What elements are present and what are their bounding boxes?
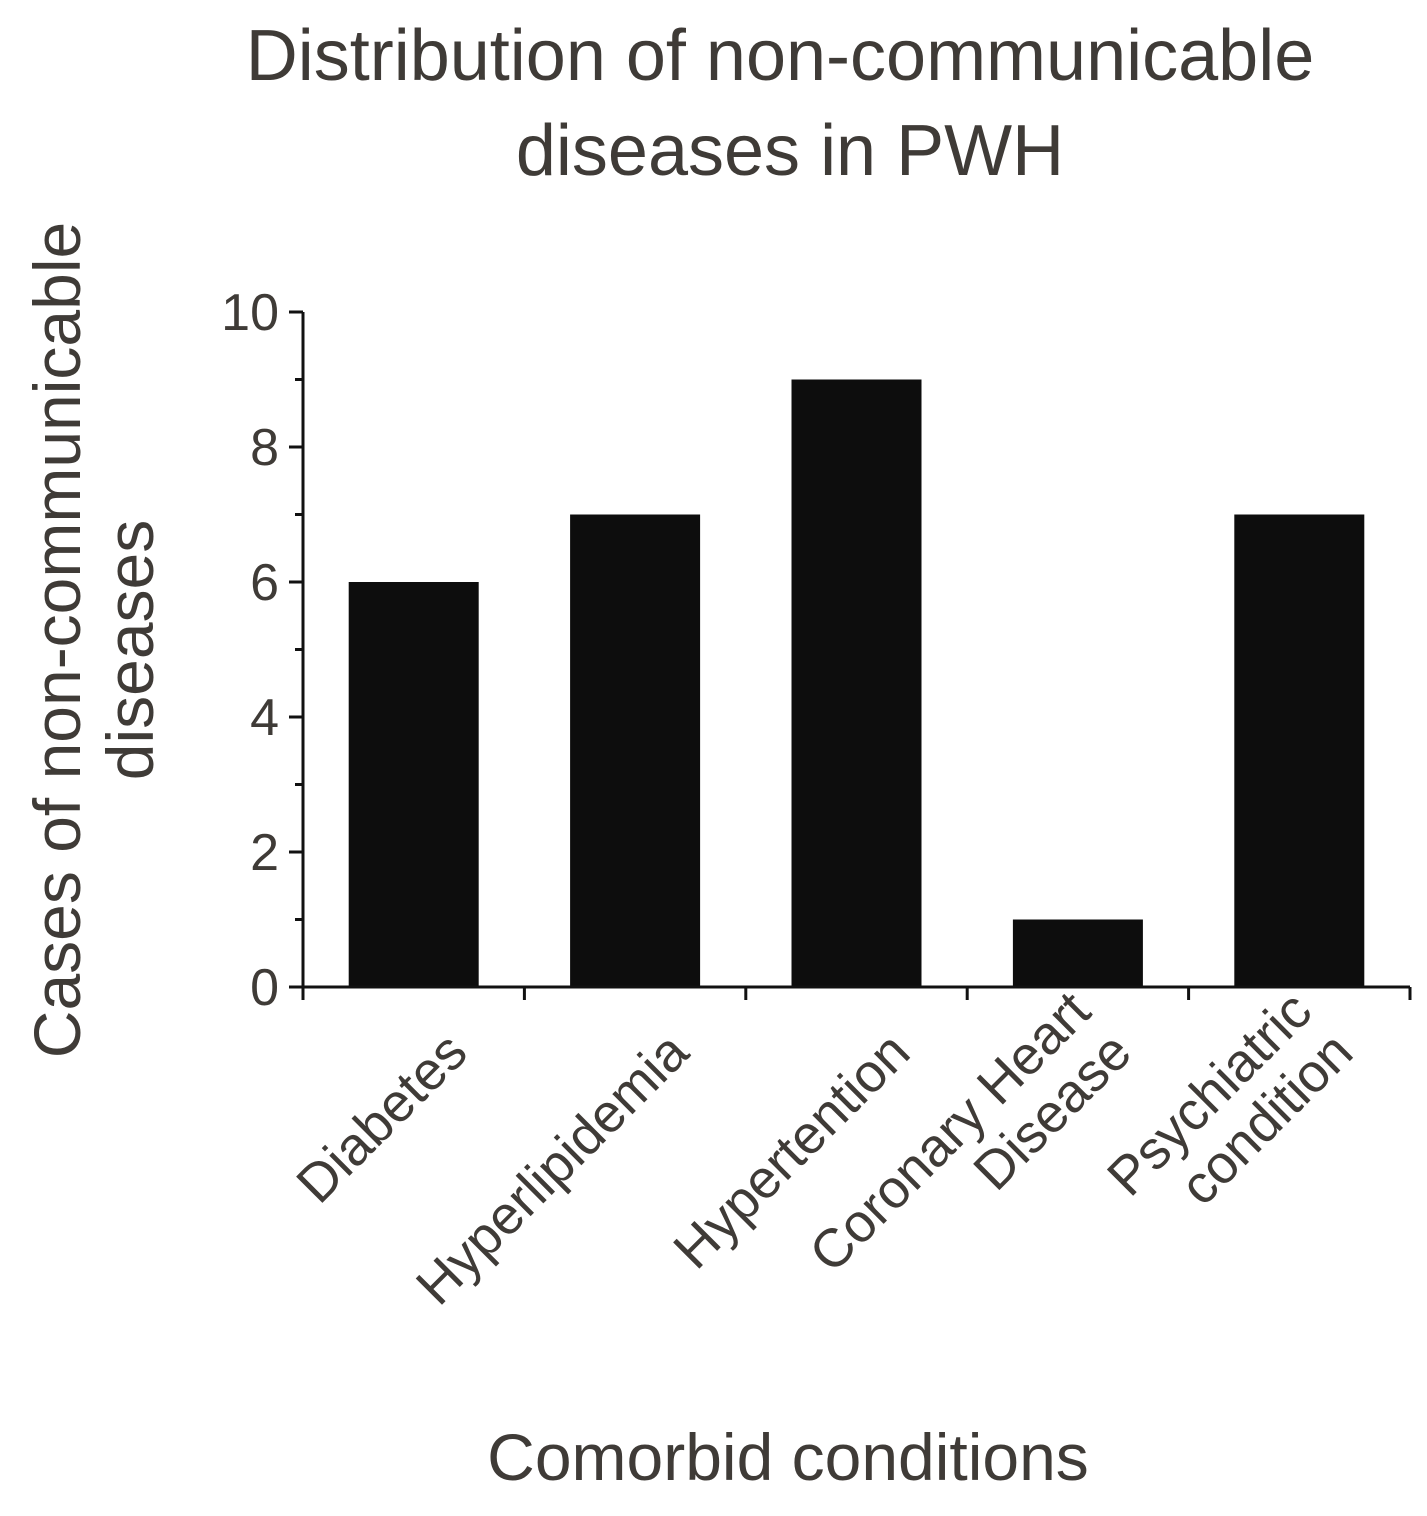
bars-group: [348, 379, 1365, 987]
y-tick-label: 6: [250, 554, 279, 612]
bar-coronary-heart-disease: [1012, 919, 1143, 987]
y-axis-title-line-2: diseases: [93, 520, 167, 781]
x-category-label: Diabetes: [285, 1021, 478, 1214]
category-labels-group: DiabetesHyperlipidemiaHypertentionCorona…: [285, 980, 1364, 1316]
chart-title-line-2: diseases in PWH: [516, 111, 1064, 191]
bar-hyperlipidemia: [570, 514, 701, 987]
y-ticks-group: 0 2 4 6 8 10: [221, 284, 303, 1017]
x-category-label-line: Diabetes: [285, 1021, 478, 1214]
bar-diabetes: [348, 582, 479, 987]
bar-hypertention: [791, 379, 922, 987]
y-tick-label: 2: [250, 824, 279, 882]
x-axis-title: Comorbid conditions: [487, 1420, 1089, 1494]
bar-psychiatric-condition: [1234, 514, 1365, 987]
y-axis-title-line-1: Cases of non-communicable: [20, 222, 94, 1058]
y-tick-label: 10: [221, 284, 279, 342]
y-tick-label: 8: [250, 419, 279, 477]
y-tick-label: 4: [250, 689, 279, 747]
y-tick-label: 0: [250, 959, 279, 1017]
chart-title-line-1: Distribution of non-communicable: [246, 16, 1315, 96]
